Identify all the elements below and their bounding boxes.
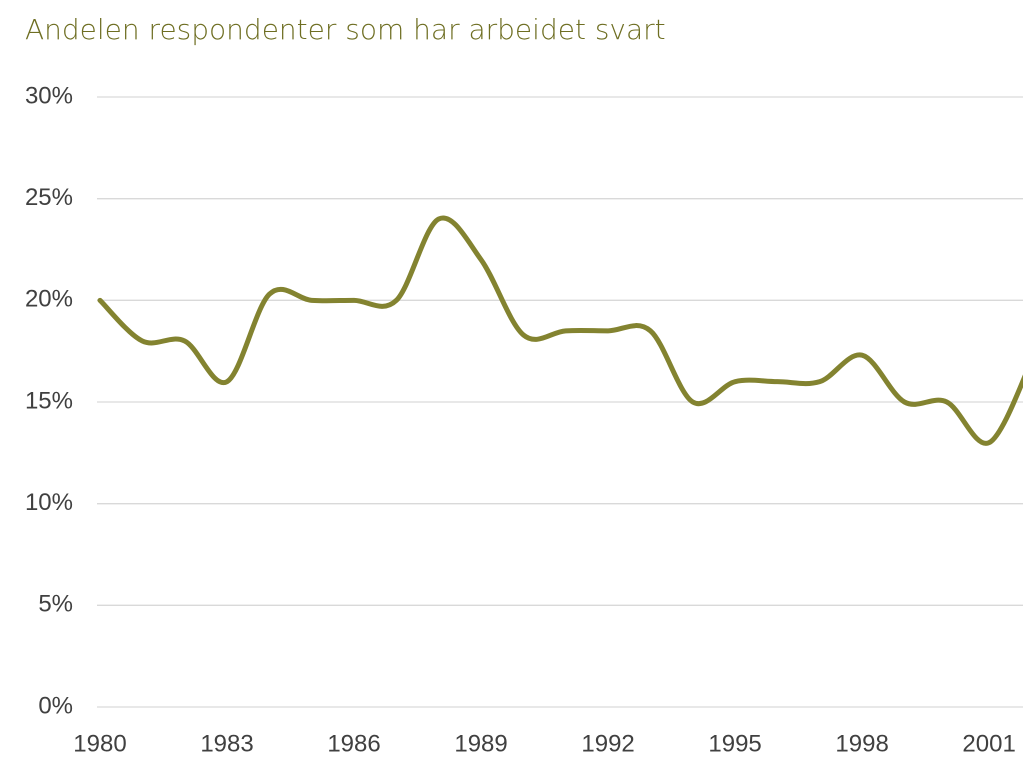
- y-tick-label: 20%: [25, 286, 73, 313]
- x-tick-label: 1989: [454, 730, 507, 757]
- x-tick-label: 1980: [73, 730, 126, 757]
- data-line: [97, 215, 1023, 446]
- x-tick-label: 1992: [581, 730, 634, 757]
- chart-title: Andelen respondenter som har arbeidet sv…: [25, 13, 666, 46]
- y-tick-label: 30%: [25, 82, 73, 109]
- y-tick-label: 5%: [38, 591, 73, 618]
- x-tick-label: 2001: [962, 730, 1015, 757]
- x-tick-label: 1983: [200, 730, 253, 757]
- y-tick-label: 10%: [25, 489, 73, 516]
- y-tick-label: 0%: [38, 692, 73, 719]
- y-tick-label: 25%: [25, 184, 73, 211]
- x-tick-label: 1986: [327, 730, 380, 757]
- x-tick-label: 1998: [835, 730, 888, 757]
- x-tick-label: 1995: [708, 730, 761, 757]
- y-tick-label: 15%: [25, 387, 73, 414]
